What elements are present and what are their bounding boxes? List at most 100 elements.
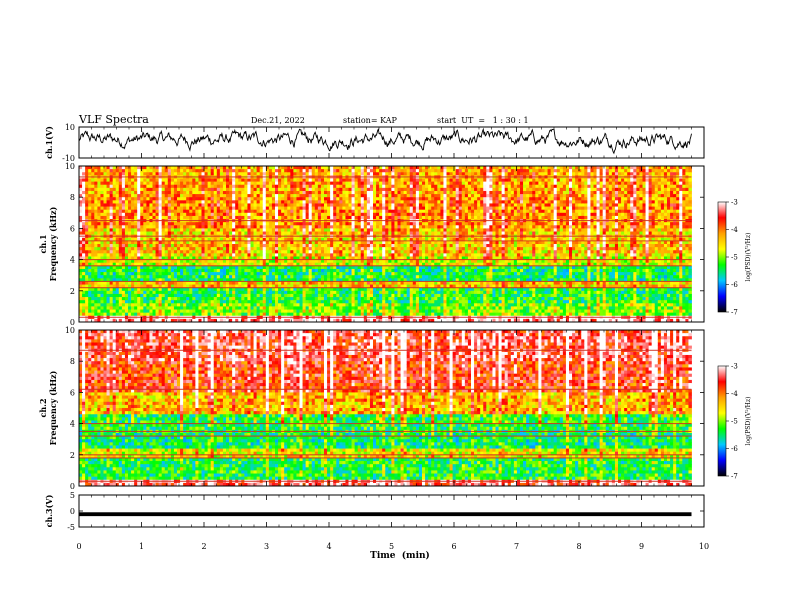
spec1-cell (232, 247, 236, 251)
spec1-cell (115, 318, 120, 323)
spec1-cell (149, 203, 153, 207)
spec1-cell (314, 200, 319, 204)
spec1-cell (121, 272, 126, 276)
spec1-cell (268, 318, 273, 323)
spec1-cell (253, 225, 258, 229)
spec1-cell (195, 290, 199, 295)
spec1-cell (369, 212, 374, 217)
spec1-cell (143, 265, 147, 270)
spec1-cell (330, 172, 334, 176)
spec1-cell (333, 309, 337, 314)
spec1-cell (244, 297, 248, 301)
spec1-cell (363, 244, 368, 248)
spec1-cell (97, 231, 101, 236)
spec1-cell (314, 244, 319, 248)
spec1-cell (369, 281, 374, 285)
spec1-cell (265, 244, 270, 248)
spec1-cell (103, 187, 107, 192)
spec1-cell (311, 293, 316, 298)
spec1-cell (100, 203, 104, 207)
spec1-cell (348, 247, 352, 251)
spec1-cell (268, 237, 273, 242)
spec1-cell (85, 284, 89, 289)
spec1-cell (348, 244, 352, 248)
spec1-cell (351, 303, 356, 307)
spec1-cell (250, 190, 254, 195)
spec1-cell (216, 169, 221, 173)
spec1-cell (287, 253, 291, 257)
spec1-cell (88, 184, 92, 189)
spec1-cell (158, 240, 163, 245)
spec1-cell (302, 206, 307, 211)
spec1-cell (173, 187, 178, 192)
spec1-cell (177, 312, 181, 317)
spec1-cell (118, 303, 123, 307)
spec1-cell (112, 268, 117, 273)
spec1-cell (82, 181, 86, 186)
spec1-cell (97, 240, 101, 245)
spec1-cell (128, 190, 132, 195)
spec1-cell (327, 278, 331, 282)
spec1-cell (250, 256, 254, 260)
spec1-cell (173, 272, 178, 276)
spec1-cell (278, 281, 282, 285)
spec1-cell (238, 212, 242, 217)
spec1-cell (189, 268, 193, 273)
spec1-cell (373, 303, 377, 307)
spec1-cell (85, 303, 89, 307)
spec1-cell (219, 259, 224, 264)
spec1-cell (373, 181, 377, 186)
spec1-cell (146, 253, 150, 257)
spec1-cell (140, 178, 144, 182)
spec1-cell (281, 203, 285, 207)
spec1-cell (317, 228, 322, 232)
spec1-cell (305, 172, 310, 176)
spec1-cell (213, 281, 218, 285)
spec1-cell (278, 275, 282, 279)
spec1-cell (232, 190, 236, 195)
spec1-cell (348, 290, 352, 295)
spec1-cell (373, 287, 377, 292)
spec1-cell (85, 197, 89, 201)
spec1-cell (293, 250, 297, 254)
spec1-cell (262, 297, 267, 301)
spec1-cell (354, 200, 359, 204)
spec1-cell (85, 306, 89, 310)
spec1-cell (112, 290, 117, 295)
spec1-cell (271, 318, 276, 323)
spec1-cell (299, 287, 303, 292)
spec1-cell (213, 172, 218, 176)
spec1-cell (311, 187, 316, 192)
spec1-cell (94, 206, 98, 211)
spec1-cell (320, 259, 325, 264)
spec1-cell (213, 309, 218, 314)
spec1-cell (146, 237, 150, 242)
spec1-cell (302, 256, 307, 260)
spec1-cell (189, 190, 193, 195)
spec1-cell (219, 169, 224, 173)
spec1-cell (213, 181, 218, 186)
spec1-cell (219, 309, 224, 314)
spec1-cell (354, 312, 359, 317)
spec1-cell (118, 256, 123, 260)
spec1-cell (287, 250, 291, 254)
spec1-cell (235, 181, 239, 186)
spec1-cell (137, 215, 141, 220)
spec1-cell (198, 256, 202, 260)
spec1-cell (85, 240, 89, 245)
spec1-cell (207, 278, 212, 282)
spec1-cell (229, 203, 233, 207)
spec1-cell (317, 303, 322, 307)
spec1-cell (373, 300, 377, 304)
spec1-cell (152, 178, 156, 182)
spec1-cell (296, 187, 300, 192)
spec1-cell (336, 190, 340, 195)
spec1-cell (235, 290, 239, 295)
spec1-cell (330, 303, 334, 307)
spec1-cell (201, 247, 205, 251)
spec1-cell (82, 306, 86, 310)
spec1-cell (167, 278, 172, 282)
spec1-cell (124, 268, 129, 273)
spec1-cell (265, 268, 270, 273)
spec1-cell (250, 231, 254, 236)
